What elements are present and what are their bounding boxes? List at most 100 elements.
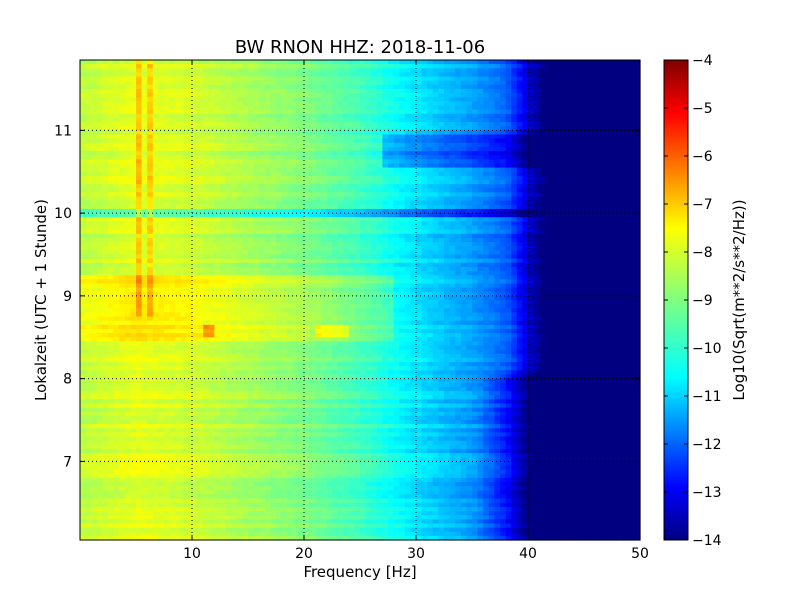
heatmap-cell [371,204,378,210]
heatmap-cell [561,64,568,69]
heatmap-cell [466,204,473,210]
heatmap-cell [348,155,355,160]
heatmap-cell [477,88,484,94]
heatmap-cell [124,68,131,74]
heatmap-cell [119,196,126,202]
heatmap-cell [180,146,187,152]
heatmap-cell [421,192,428,198]
heatmap-cell [438,237,445,243]
heatmap-cell [337,192,344,198]
heatmap-cell [292,208,299,214]
heatmap-cell [438,93,445,98]
heatmap-cell [270,113,277,119]
heatmap-cell [539,68,546,74]
heatmap-cell [80,262,87,268]
heatmap-cell [264,196,271,202]
heatmap-cell [304,258,311,264]
heatmap-cell [119,117,126,123]
heatmap-cell [606,138,613,144]
heatmap-cell [494,233,501,239]
heatmap-cell [332,250,339,256]
heatmap-cell [416,68,423,74]
heatmap-cell [315,105,322,111]
heatmap-cell [500,80,507,86]
heatmap-cell [225,208,232,214]
heatmap-cell [203,167,210,173]
heatmap-cell [432,196,439,202]
heatmap-cell [348,101,355,107]
heatmap-cell [164,171,171,177]
heatmap-cell [438,180,445,185]
heatmap-cell [102,258,109,264]
heatmap-cell [119,84,126,90]
heatmap-cell [175,221,182,227]
heatmap-cell [80,184,87,189]
heatmap-cell [197,200,204,206]
heatmap-cell [528,217,535,222]
heatmap-cell [175,113,182,119]
heatmap-cell [281,64,288,69]
heatmap-cell [147,80,154,86]
heatmap-cell [528,167,535,173]
heatmap-cell [567,93,574,98]
heatmap-cell [264,146,271,152]
heatmap-cell [449,109,456,115]
heatmap-cell [539,113,546,119]
heatmap-cell [158,101,165,107]
heatmap-cell [528,237,535,243]
heatmap-cell [455,134,462,140]
heatmap-cell [130,213,137,218]
heatmap-cell [584,60,591,65]
heatmap-cell [561,250,568,256]
heatmap-cell [354,68,361,74]
heatmap-cell [522,122,529,127]
heatmap-cell [528,159,535,165]
heatmap-cell [488,213,495,218]
heatmap-cell [225,217,232,222]
heatmap-cell [561,134,568,140]
heatmap-cell [572,117,579,123]
heatmap-cell [343,126,350,131]
heatmap-cell [455,254,462,260]
heatmap-cell [522,171,529,177]
heatmap-cell [180,76,187,82]
heatmap-cell [231,109,238,115]
heatmap-cell [388,237,395,243]
heatmap-cell [152,117,159,123]
heatmap-cell [522,217,529,222]
heatmap-cell [388,134,395,140]
heatmap-cell [410,93,417,98]
heatmap-cell [147,113,154,119]
heatmap-cell [80,171,87,177]
heatmap-cell [130,105,137,111]
heatmap-cell [320,233,327,239]
heatmap-cell [348,142,355,148]
heatmap-cell [550,250,557,256]
heatmap-cell [578,250,585,256]
heatmap-cell [203,175,210,181]
heatmap-cell [220,101,227,107]
heatmap-cell [365,192,372,198]
heatmap-cell [292,64,299,69]
heatmap-cell [561,76,568,82]
heatmap-cell [365,97,372,102]
heatmap-cell [304,233,311,239]
heatmap-cell [427,80,434,86]
heatmap-cell [483,105,490,111]
heatmap-cell [455,80,462,86]
heatmap-cell [259,113,266,119]
heatmap-cell [208,76,215,82]
heatmap-cell [421,217,428,222]
heatmap-cell [466,167,473,173]
heatmap-cell [449,155,456,160]
heatmap-cell [466,151,473,156]
heatmap-cell [108,122,115,127]
heatmap-cell [332,64,339,69]
heatmap-cell [259,97,266,102]
heatmap-cell [483,221,490,227]
heatmap-cell [180,225,187,231]
heatmap-cell [231,113,238,119]
heatmap-cell [315,72,322,78]
heatmap-cell [511,246,518,251]
heatmap-cell [612,237,619,243]
